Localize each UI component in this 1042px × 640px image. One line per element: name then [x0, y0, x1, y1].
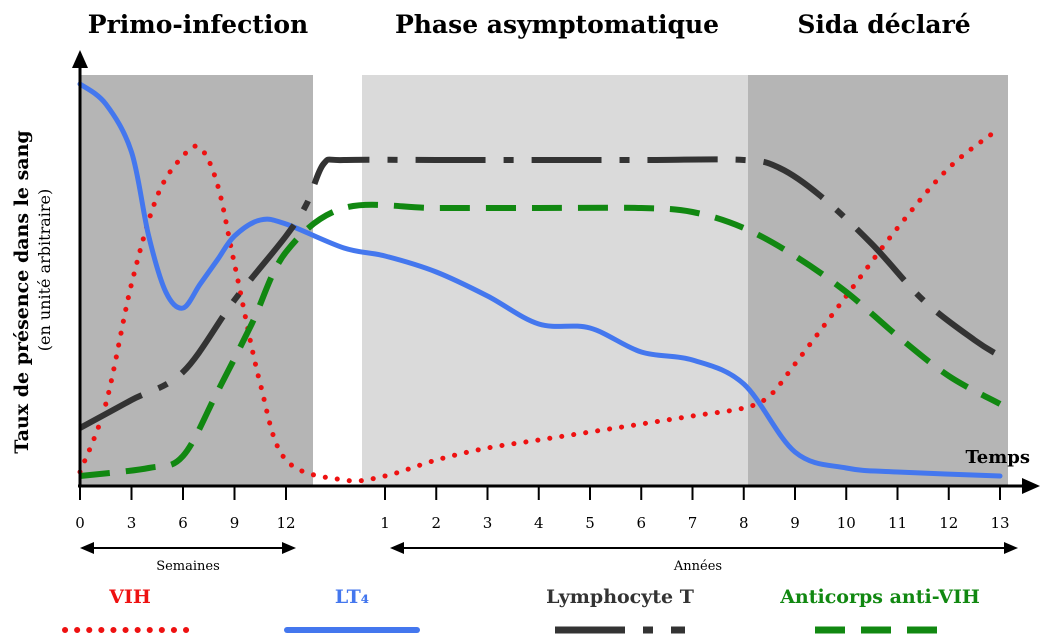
series-line-0	[77, 125, 1003, 484]
tick-label-year-9: 9	[790, 514, 800, 532]
x-axis-label: Temps	[965, 447, 1030, 468]
panel-primo-infection	[80, 75, 313, 485]
years-range: Années	[390, 542, 1018, 574]
y-axis-label: Taux de présence dans le sang	[11, 130, 33, 453]
years-arrow-left-icon	[390, 542, 404, 554]
years-arrow-right-icon	[1004, 542, 1018, 554]
tick-label-week-9: 9	[230, 514, 240, 532]
legend-label-1: LT₄	[335, 586, 369, 608]
tick-label-year-6: 6	[636, 514, 646, 532]
legend: VIH LT₄ Lymphocyte T Anticorps anti-VIH	[62, 586, 980, 634]
legend-label-0: VIH	[108, 586, 151, 608]
tick-label-year-2: 2	[431, 514, 441, 532]
weeks-range: Semaines	[80, 542, 296, 574]
tick-label-week-6: 6	[178, 514, 188, 532]
panel-sida-declare	[748, 75, 1008, 485]
weeks-arrow-right-icon	[282, 542, 296, 554]
y-axis-arrow-icon	[72, 50, 88, 68]
tick-label-year-8: 8	[739, 514, 749, 532]
series-layer	[77, 81, 1003, 484]
tick-label-week-0: 0	[75, 514, 85, 532]
tick-label-week-12: 12	[276, 514, 295, 532]
legend-label-3: Anticorps anti-VIH	[779, 586, 980, 608]
weeks-arrow-left-icon	[80, 542, 94, 554]
phase-title-primo: Primo-infection	[88, 10, 308, 39]
x-axis-arrow-icon	[1022, 478, 1040, 494]
series-line-1	[77, 81, 1003, 479]
tick-label-year-13: 13	[990, 514, 1009, 532]
tick-label-year-1: 1	[380, 514, 390, 532]
phase-title-asymptomatique: Phase asymptomatique	[395, 10, 719, 39]
tick-layer: 0 3 6 9 12 1 2 3 4 5 6 7 8 9 10 11 12 13	[75, 486, 1010, 532]
phase-title-sida: Sida déclaré	[797, 10, 970, 39]
tick-label-year-12: 12	[939, 514, 958, 532]
panel-phase-asymptomatique	[362, 75, 748, 485]
tick-label-year-4: 4	[534, 514, 544, 532]
series-line-3	[79, 201, 1002, 479]
tick-label-year-7: 7	[688, 514, 698, 532]
tick-label-year-3: 3	[483, 514, 493, 532]
weeks-unit-label: Semaines	[156, 559, 220, 574]
tick-label-year-11: 11	[888, 514, 907, 532]
tick-label-week-3: 3	[127, 514, 137, 532]
tick-label-year-10: 10	[837, 514, 856, 532]
tick-label-year-5: 5	[585, 514, 595, 532]
y-axis-sublabel: (en unité arbitraire)	[35, 189, 54, 351]
legend-label-2: Lymphocyte T	[546, 586, 694, 608]
years-unit-label: Années	[673, 559, 722, 574]
series-line-2	[78, 156, 1002, 431]
